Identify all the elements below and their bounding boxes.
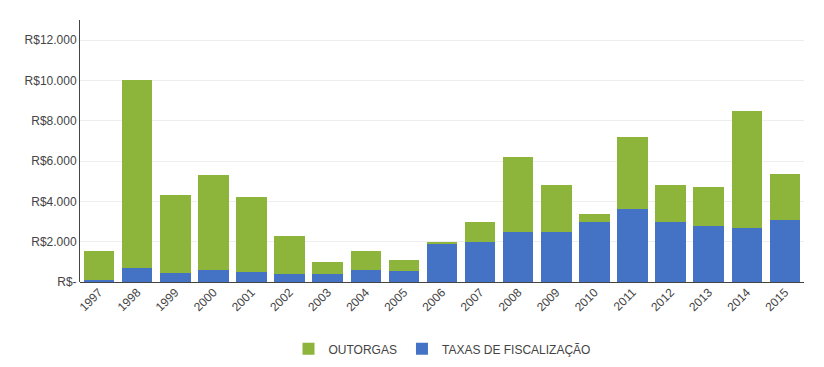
svg-text:2000: 2000	[191, 285, 220, 314]
svg-text:2014: 2014	[724, 285, 753, 314]
svg-text:2005: 2005	[381, 285, 410, 314]
svg-text:2012: 2012	[648, 285, 677, 314]
svg-text:2010: 2010	[572, 285, 601, 314]
svg-text:R$4.000: R$4.000	[31, 195, 77, 209]
svg-text:2008: 2008	[496, 285, 525, 314]
svg-text:2003: 2003	[305, 285, 334, 314]
svg-text:2007: 2007	[458, 285, 487, 314]
svg-text:R$-: R$-	[57, 275, 76, 289]
svg-text:2001: 2001	[229, 285, 258, 314]
svg-text:R$2.000: R$2.000	[31, 235, 77, 249]
svg-text:R$8.000: R$8.000	[31, 114, 77, 128]
svg-text:2006: 2006	[420, 285, 449, 314]
svg-text:1997: 1997	[77, 285, 106, 314]
svg-text:OUTORGAS: OUTORGAS	[329, 343, 397, 357]
svg-text:R$12.000: R$12.000	[25, 33, 77, 47]
svg-text:TAXAS DE FISCALIZAÇÃO: TAXAS DE FISCALIZAÇÃO	[442, 343, 590, 357]
svg-text:R$10.000: R$10.000	[25, 74, 77, 88]
svg-text:2002: 2002	[267, 285, 296, 314]
svg-text:2013: 2013	[686, 285, 715, 314]
svg-text:1999: 1999	[153, 285, 182, 314]
svg-text:2004: 2004	[343, 285, 372, 314]
svg-text:2015: 2015	[763, 285, 792, 314]
svg-text:R$6.000: R$6.000	[31, 154, 77, 168]
svg-text:2009: 2009	[534, 285, 563, 314]
svg-text:1998: 1998	[115, 285, 144, 314]
svg-text:2011: 2011	[611, 285, 639, 313]
